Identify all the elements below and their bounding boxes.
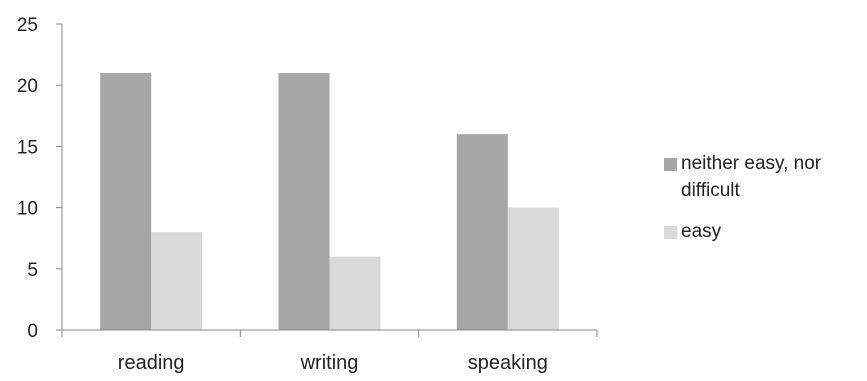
legend-label-neither: neither easy, nor difficult	[681, 153, 822, 201]
y-tick-label: 20	[17, 76, 38, 97]
bar-speaking-series-0	[456, 134, 508, 330]
legend-item-neither: neither easy, nor difficult	[662, 150, 867, 204]
bar-reading-series-0	[100, 72, 152, 331]
legend-swatch-easy	[664, 226, 677, 239]
legend-label-easy: easy	[681, 221, 722, 242]
bar-writing-series-0	[278, 72, 330, 331]
category-label-reading: reading	[118, 352, 185, 374]
y-tick-label: 0	[27, 321, 38, 342]
category-label-writing: writing	[300, 352, 359, 374]
bar-reading-series-1	[151, 232, 203, 330]
legend: neither easy, nor difficult easy	[662, 150, 867, 259]
y-tick-label: 25	[17, 15, 38, 36]
legend-swatch-neither	[664, 158, 677, 171]
legend-item-easy: easy	[662, 218, 867, 245]
y-tick-label: 5	[27, 260, 38, 281]
y-tick-label: 10	[17, 199, 38, 220]
category-label-speaking: speaking	[468, 352, 548, 374]
y-tick-label: 15	[17, 137, 38, 158]
bar-speaking-series-1	[507, 207, 559, 330]
bar-writing-series-1	[329, 256, 381, 330]
